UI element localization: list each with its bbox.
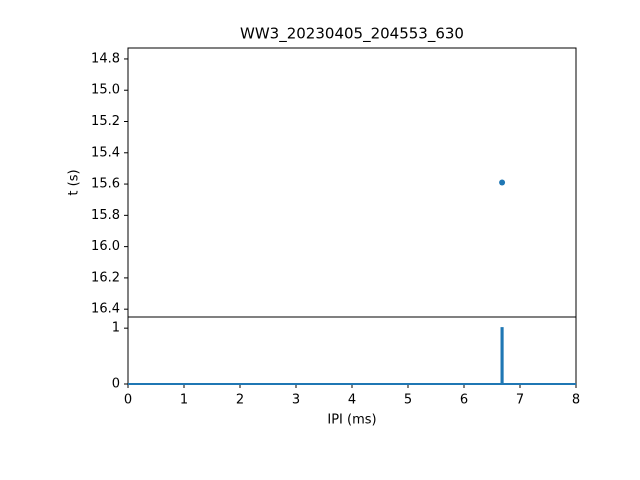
- y-tick-label: 16.0: [91, 239, 120, 254]
- y-axis-label: t (s): [67, 169, 82, 195]
- x-tick-label: 2: [236, 393, 244, 408]
- x-tick-label: 4: [348, 393, 356, 408]
- x-tick-label: 8: [572, 393, 580, 408]
- axes-frame: [127, 316, 577, 385]
- y-tick-label: 16.2: [91, 270, 120, 285]
- y-tick-label: 1: [112, 321, 120, 336]
- axes-frame: [127, 47, 577, 318]
- x-tick-label: 0: [124, 393, 132, 408]
- y-tick-label: 0: [112, 377, 120, 392]
- chart-title: WW3_20230405_204553_630: [240, 25, 464, 44]
- point: [499, 179, 506, 186]
- y-tick-label: 14.8: [91, 51, 120, 66]
- y-tick-label: 16.4: [91, 302, 120, 317]
- y-tick-label: 15.6: [91, 177, 120, 192]
- line: [128, 327, 576, 385]
- x-tick-label: 5: [404, 393, 412, 408]
- x-tick-label: 1: [180, 393, 188, 408]
- y-tick-label: 15.4: [91, 145, 120, 160]
- x-axis-label: IPI (ms): [327, 413, 376, 428]
- y-tick-label: 15.0: [91, 83, 120, 98]
- y-tick-label: 15.8: [91, 208, 120, 223]
- x-tick-label: 7: [516, 393, 524, 408]
- y-tick-label: 15.2: [91, 114, 120, 129]
- x-tick-label: 6: [460, 393, 468, 408]
- x-tick-label: 3: [292, 393, 300, 408]
